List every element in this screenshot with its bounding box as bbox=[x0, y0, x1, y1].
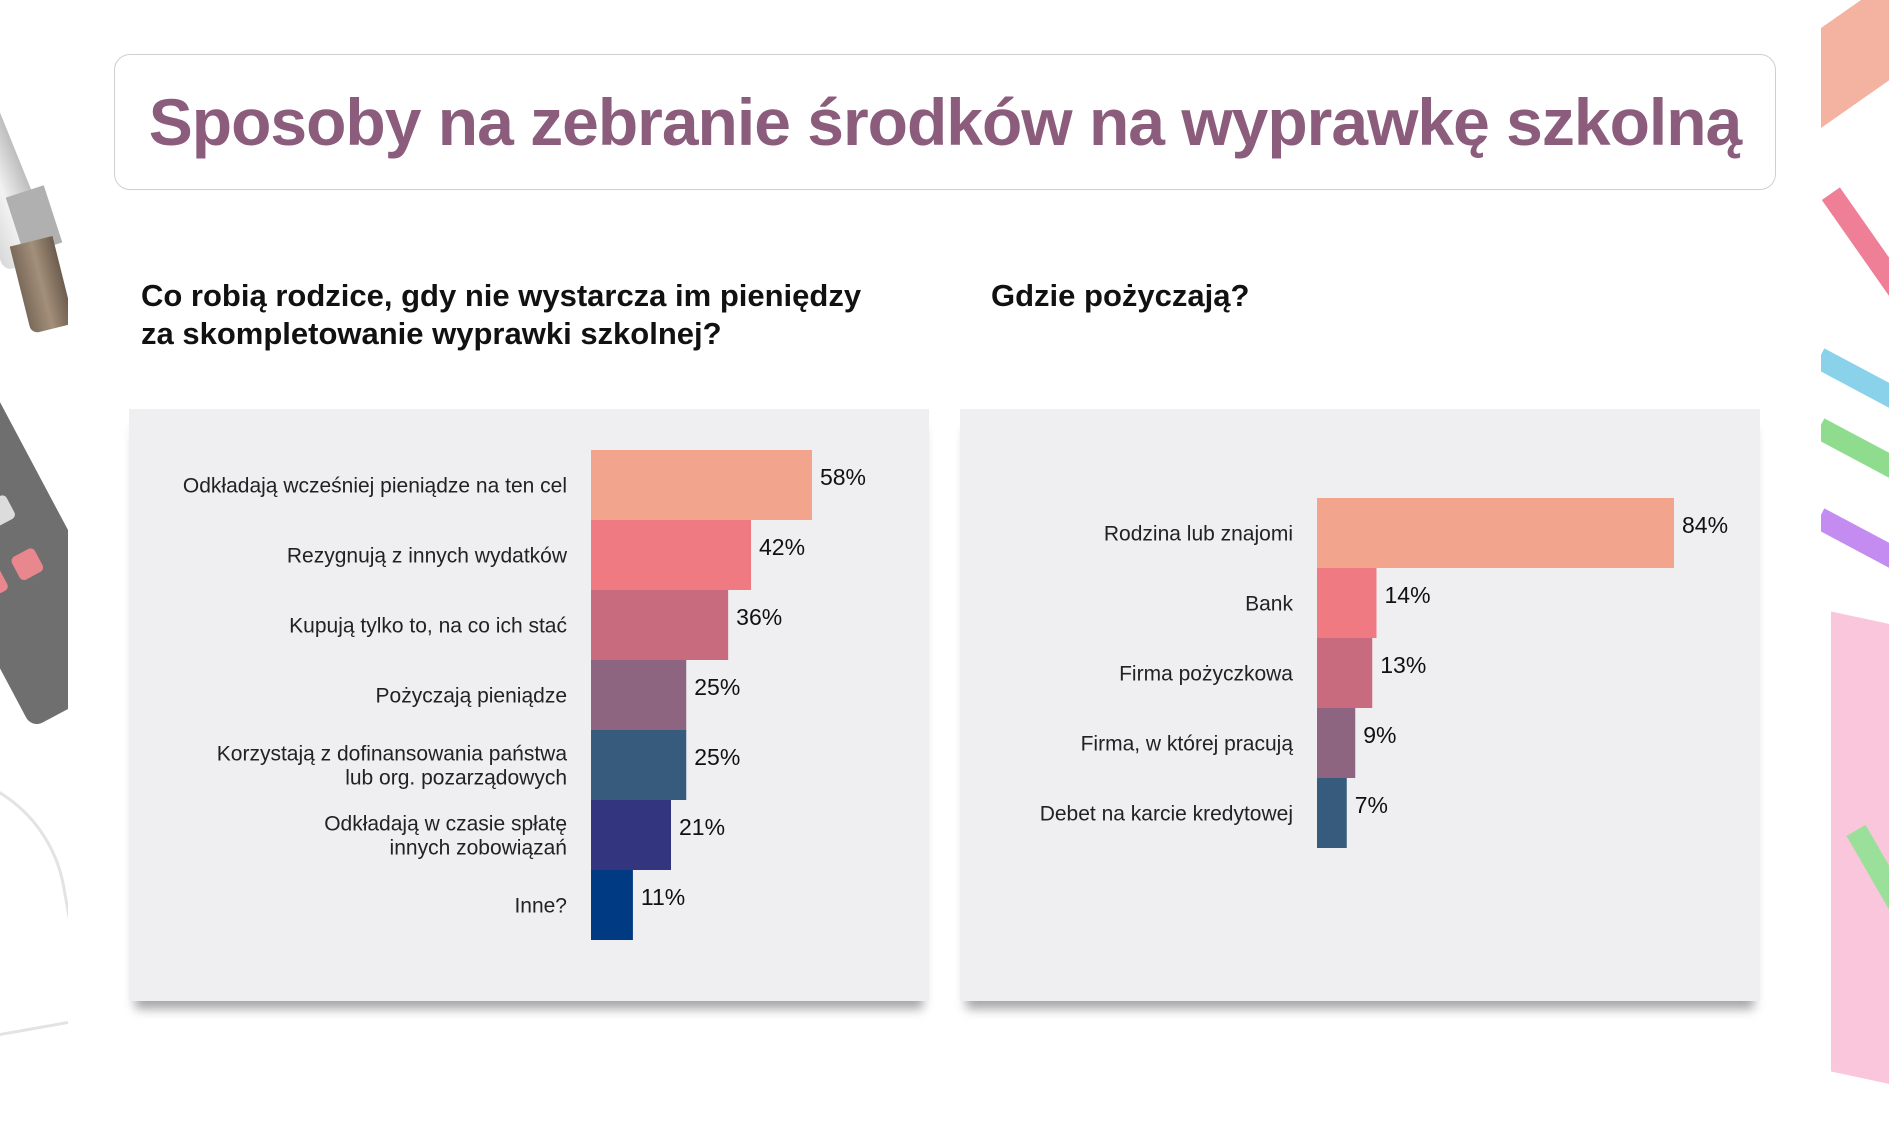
chart1-value-label: 21% bbox=[679, 814, 725, 840]
chart1-value-label: 42% bbox=[759, 534, 805, 560]
chart2-value-label: 14% bbox=[1385, 582, 1431, 608]
chart1-bar bbox=[591, 870, 633, 940]
chart1-bar bbox=[591, 730, 687, 800]
chart1-category-label: innych zobowiązań bbox=[390, 837, 567, 860]
chart1-bar bbox=[591, 660, 687, 730]
chart1-category-label: Odkładają wcześniej pieniądze na ten cel bbox=[183, 475, 567, 498]
chart1-subheading-line: Co robią rodzice, gdy nie wystarcza im p… bbox=[141, 278, 862, 313]
paper-orange-image bbox=[1821, 0, 1889, 129]
chart2-category-label: Bank bbox=[1245, 593, 1293, 616]
chart2-value-label: 84% bbox=[1682, 512, 1728, 538]
chart1-value-label: 58% bbox=[820, 464, 866, 490]
paintbrush-bristles-image bbox=[9, 236, 68, 334]
pencil-pink-image bbox=[1821, 187, 1889, 315]
chart1-value-label: 36% bbox=[736, 604, 782, 630]
chart1-value-label: 25% bbox=[694, 674, 740, 700]
chart2-bar bbox=[1317, 568, 1377, 638]
chart2-svg: 84% Rodzina lub znajomi 14% Bank 13% Firma po… bbox=[1040, 498, 1728, 848]
chart1-bar bbox=[591, 800, 672, 870]
chart2-bar bbox=[1317, 498, 1674, 568]
chart2-category-label: Rodzina lub znajomi bbox=[1104, 523, 1293, 546]
page-title: Sposoby na zebranie środków na wyprawkę … bbox=[148, 85, 1742, 159]
chart2-bar bbox=[1317, 708, 1356, 778]
chart1-panel: 58% Odkładają wcześniej pieniądze na ten … bbox=[129, 409, 929, 1001]
calculator-key bbox=[9, 546, 45, 582]
chart1-category-label: Kupują tylko to, na co ich stać bbox=[289, 615, 567, 638]
chart1-category-label: Korzystają z dofinansowania państwa bbox=[217, 743, 568, 766]
chart1-category-label: lub org. pozarządowych bbox=[345, 767, 567, 790]
chart1-subheading-line: za skompletowanie wyprawki szkolnej? bbox=[141, 316, 722, 351]
decorative-right-strip bbox=[1821, 0, 1889, 1128]
title-box: Sposoby na zebranie środków na wyprawkę … bbox=[114, 54, 1776, 190]
calculator-image bbox=[0, 351, 68, 729]
decorative-left-strip bbox=[0, 0, 68, 1128]
chart2-value-label: 13% bbox=[1380, 652, 1426, 678]
calculator-key bbox=[0, 565, 10, 601]
chart1-svg: 58% Odkładają wcześniej pieniądze na ten … bbox=[183, 450, 866, 940]
pencil-green-image bbox=[1821, 418, 1889, 504]
chart1-category-label: Rezygnują z innych wydatków bbox=[287, 545, 568, 568]
chart1-category-label: Odkładają w czasie spłatę bbox=[324, 813, 567, 836]
chart2-subheading: Gdzie pożyczają? bbox=[991, 277, 1249, 315]
protractor-image bbox=[0, 748, 68, 1048]
chart2-category-label: Firma, w której pracują bbox=[1081, 733, 1294, 756]
chart1-subheading: Co robią rodzice, gdy nie wystarcza im p… bbox=[141, 277, 861, 353]
chart2-bar bbox=[1317, 778, 1347, 848]
chart1-value-label: 11% bbox=[641, 884, 685, 910]
chart2-subheading-line: Gdzie pożyczają? bbox=[991, 278, 1250, 313]
chart2-value-label: 7% bbox=[1355, 792, 1388, 818]
chart2-category-label: Firma pożyczkowa bbox=[1119, 663, 1293, 686]
chart1-category-label: Pożyczają pieniądze bbox=[376, 685, 567, 708]
chart1-category-label: Inne? bbox=[514, 895, 567, 918]
chart2-panel: 84% Rodzina lub znajomi 14% Bank 13% Firma po… bbox=[960, 409, 1760, 1001]
chart1-value-label: 25% bbox=[694, 744, 740, 770]
chart1-bar bbox=[591, 450, 812, 520]
chart1-bar bbox=[591, 520, 752, 590]
pencil-blue-image bbox=[1821, 348, 1889, 434]
pencil-purple-image bbox=[1821, 508, 1889, 594]
chart1-bar bbox=[591, 590, 729, 660]
chart2-category-label: Debet na karcie kredytowej bbox=[1040, 803, 1293, 826]
chart2-value-label: 9% bbox=[1363, 722, 1396, 748]
chart2-bar bbox=[1317, 638, 1373, 708]
calculator-key bbox=[0, 493, 17, 529]
